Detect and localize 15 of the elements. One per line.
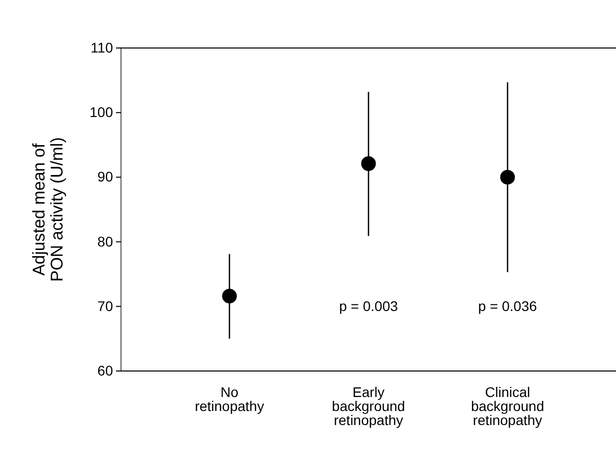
point	[361, 156, 376, 171]
y-axis-title: Adjusted mean of PON activity (U/ml)	[30, 137, 66, 282]
point	[222, 288, 237, 304]
annotation: p = 0.003	[339, 298, 398, 314]
y-tick-label: 80	[97, 233, 114, 250]
y-tick-label: 90	[97, 168, 114, 185]
point	[500, 170, 515, 185]
x-tick-label: Clinical background retinopathy	[470, 384, 544, 428]
y-tick-label: 100	[90, 104, 114, 120]
annotation: p = 0.036	[478, 298, 538, 314]
x-tick-label: Early background retinopathy	[332, 384, 406, 428]
y-tick-label: 110	[90, 39, 114, 56]
y-tick-label: 70	[97, 298, 114, 314]
x-tick-label: No retinopathy	[194, 384, 264, 414]
y-tick-label: 60	[97, 362, 114, 378]
